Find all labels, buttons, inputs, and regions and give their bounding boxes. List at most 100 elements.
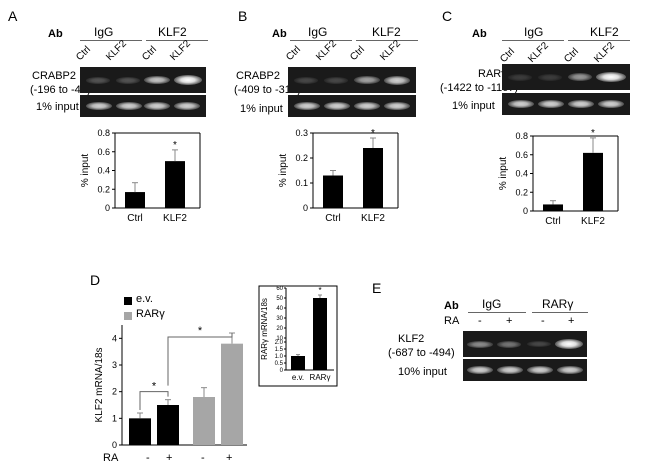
klf2-bracket-line (356, 40, 418, 41)
x-tick-label: RARγ (310, 373, 331, 382)
y-tick-label: 30 (276, 316, 283, 322)
x-tick-label: Ctrl (325, 213, 341, 224)
input-label: 1% input (240, 103, 283, 115)
ra-label: RA (444, 315, 460, 327)
significance-star: * (173, 140, 177, 151)
target-label: RARγ (478, 68, 507, 80)
y-tick-label: 0.2 (515, 187, 528, 197)
significance-bracket (167, 333, 233, 386)
lane-label: Ctrl (498, 46, 518, 65)
y-tick-label: 50 (276, 296, 283, 302)
bar (323, 175, 343, 208)
igg-bracket-line (468, 312, 526, 313)
bar (583, 152, 603, 211)
y-tick-label: 0 (303, 203, 308, 213)
legend-label-rar: RARγ (136, 308, 165, 320)
y-tick-label: 0.8 (97, 128, 110, 138)
igg-bracket-line (80, 40, 142, 41)
y-tick-label: 0 (105, 203, 110, 213)
bar-chart-a: 0 0.2 0.4 0.6 0.8 % input Ctrl KLF2 * (80, 128, 201, 224)
rar-bracket-line (532, 312, 588, 313)
bar-chart-c: 0 0.2 0.4 0.6 0.8 % input Ctrl KLF2 * (498, 128, 619, 227)
lane-label: Ctrl (140, 44, 160, 63)
y-tick-label: 2 (112, 387, 117, 397)
legend-label-ev: e.v. (136, 293, 153, 305)
significance-star: * (371, 128, 375, 139)
lane-label: Ctrl (562, 46, 582, 65)
panel-letter-c: C (442, 8, 453, 24)
ab-label: Ab (272, 28, 287, 40)
ra-label: RA (103, 452, 119, 464)
lane-label: KLF2 (168, 38, 193, 63)
target-label: CRABP2 (236, 70, 281, 82)
y-tick-label: 0.1 (295, 178, 308, 188)
y-tick-label: 0 (280, 368, 284, 374)
group-label-igg: IgG (94, 25, 114, 39)
y-tick-label: 60 (276, 286, 283, 292)
lane-label: Ctrl (284, 44, 304, 63)
ra-sign: - (201, 452, 205, 464)
y-tick-label: 0.8 (515, 131, 528, 141)
ra-sign: + (166, 452, 173, 464)
group-label-klf2: KLF2 (372, 25, 401, 39)
panel-letter-a: A (8, 8, 18, 24)
y-tick-label: 0.2 (97, 184, 110, 194)
target-region-label: (-409 to -315) (234, 84, 301, 96)
group-label-rar: RARγ (542, 297, 574, 311)
ra-sign: - (478, 315, 482, 327)
target-region-label: (-1422 to -1167) (440, 82, 519, 94)
y-tick-label: 2.0 (275, 340, 284, 346)
group-label-klf2: KLF2 (590, 25, 619, 39)
y-tick-label: 0.5 (275, 361, 284, 367)
y-tick-label: 40 (276, 306, 283, 312)
y-tick-label: 0 (112, 440, 117, 450)
lane-label: KLF2 (104, 38, 129, 63)
y-tick-label: 0.4 (515, 169, 528, 179)
ab-label: Ab (48, 28, 63, 40)
bar (193, 397, 215, 445)
input-label: 10% input (398, 366, 447, 378)
y-tick-label: 0.6 (515, 150, 528, 160)
lane-label: Ctrl (348, 44, 368, 63)
chip-gel-image (288, 67, 416, 93)
lane-label: KLF2 (592, 40, 617, 65)
legend-swatch-ev (124, 297, 132, 305)
lane-label: KLF2 (378, 38, 403, 63)
significance-star: * (152, 381, 157, 393)
x-tick-label: Ctrl (545, 216, 561, 227)
ra-sign: - (541, 315, 545, 327)
y-tick-label: 4 (112, 333, 117, 343)
input-gel-image (288, 95, 416, 117)
ra-sign: + (568, 315, 575, 327)
inset-frame (258, 285, 338, 387)
lane-label: KLF2 (314, 38, 339, 63)
ra-sign: - (146, 452, 150, 464)
bar (221, 343, 243, 445)
input-gel-image (502, 93, 630, 115)
bar-chart-d: 0 1 2 3 4 KLF2 mRNA/18s * * (94, 325, 247, 450)
bar-chart-b: 0 0.1 0.2 0.3 % input Ctrl KLF2 * (278, 128, 399, 224)
y-tick-label: 1.0 (275, 354, 284, 360)
chip-gel-image (502, 64, 630, 90)
chip-gel-image (463, 331, 587, 357)
input-gel-image (80, 95, 206, 117)
target-label: CRABP2 (32, 70, 77, 82)
significance-bracket (139, 391, 169, 410)
group-label-klf2: KLF2 (158, 25, 187, 39)
y-axis-label: % input (498, 157, 509, 191)
group-label-igg: IgG (482, 297, 502, 311)
panel-letter-b: B (238, 8, 248, 24)
y-tick-label: 3 (112, 360, 117, 370)
group-label-igg: IgG (308, 25, 328, 39)
bar (543, 204, 563, 211)
y-tick-label: 10 (276, 336, 283, 342)
input-label: 1% input (36, 101, 79, 113)
input-gel-image (463, 359, 587, 381)
y-tick-label: 1 (112, 413, 117, 423)
ra-sign: + (226, 452, 233, 464)
significance-star: * (318, 286, 321, 295)
y-axis-label: KLF2 mRNA/18s (94, 347, 105, 422)
y-tick-label: 0.6 (97, 147, 110, 157)
igg-bracket-line (290, 40, 352, 41)
x-tick-label: Ctrl (127, 213, 143, 224)
